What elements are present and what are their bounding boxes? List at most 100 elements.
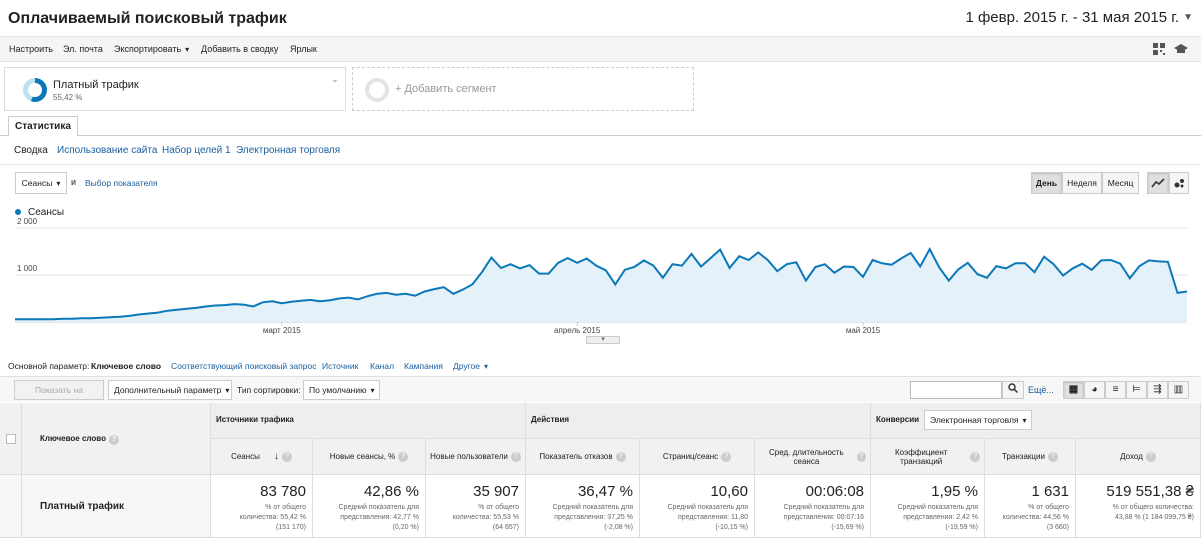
chevron-down-icon[interactable]: ⌄ <box>330 74 339 85</box>
sessions-line <box>15 246 1188 321</box>
subtab-summary[interactable]: Сводка <box>14 145 48 156</box>
metric-note: (151 170) <box>276 524 306 531</box>
shortcut-button[interactable]: Ярлык <box>290 44 317 54</box>
sessions-chart: Сеансы 2 000 1 000 март 2015 апрель 2015 ма… <box>15 207 1188 335</box>
line-chart-button[interactable] <box>1147 172 1169 194</box>
col-sessions-header[interactable]: Сеансы ↓? <box>211 439 313 475</box>
metric-note: (3 660) <box>1046 524 1069 531</box>
metric-note: % от общего <box>478 504 519 511</box>
email-button[interactable]: Эл. почта <box>63 44 103 54</box>
sort-type-select[interactable]: По умолчанию <box>303 380 380 400</box>
bar-view-icon[interactable]: ≡ <box>1105 381 1126 399</box>
subtab-ecommerce[interactable]: Электронная торговля <box>236 145 341 156</box>
week-button[interactable]: Неделя <box>1062 172 1102 194</box>
column-header-label: Показатель отказов <box>539 452 613 461</box>
metric-value: 36,47 % <box>577 483 633 500</box>
sort-type-label: Тип сортировки: <box>237 385 301 395</box>
col-new-users-cell: 35 907 % от общего количества: 55,53 % (64 … <box>426 475 526 538</box>
day-button[interactable]: День <box>1031 172 1062 194</box>
export-button[interactable]: Экспортировать <box>114 44 189 54</box>
search-button[interactable] <box>1002 381 1024 399</box>
help-icon[interactable]: ? <box>856 451 866 462</box>
line-chart-icon <box>1151 178 1165 188</box>
metric-note: количества: 55,42 % <box>239 514 306 521</box>
x-tick-label: март 2015 <box>263 326 301 335</box>
date-range-picker[interactable]: 1 февр. 2015 г. - 31 мая 2015 г. ▼ <box>965 9 1193 26</box>
help-icon[interactable]: ? <box>721 451 732 462</box>
help-icon[interactable]: ? <box>510 451 521 462</box>
metric-select[interactable]: Сеансы <box>15 172 67 194</box>
pivot-view-icon[interactable]: ▥ <box>1168 381 1189 399</box>
dimension-channel[interactable]: Канал <box>370 361 395 371</box>
search-icon <box>1008 383 1019 394</box>
help-icon[interactable]: ? <box>970 451 980 462</box>
x-tick-label: май 2015 <box>846 326 881 335</box>
dimension-source[interactable]: Источник <box>322 361 359 371</box>
customize-button[interactable]: Настроить <box>9 44 53 54</box>
chart-resize-handle[interactable]: ▾ <box>586 336 620 344</box>
legend-sessions: Сеансы <box>28 207 64 218</box>
metric-value: 10,60 <box>710 483 748 500</box>
help-icon[interactable]: ? <box>281 451 292 462</box>
col-transactions-cell: 1 631 % от общего количества: 44,56 % (3 66… <box>985 475 1076 538</box>
term-cloud-icon[interactable]: ⇶ <box>1147 381 1168 399</box>
select-metric-link[interactable]: Выбор показателя <box>85 178 158 188</box>
table-view-icon[interactable]: ▦ <box>1063 381 1084 399</box>
col-new-users-header[interactable]: Новые пользователи? <box>426 439 526 475</box>
metric-note: представления: 11,80 <box>677 514 748 521</box>
col-avg-session-duration-cell: 00:06:08 Средний показатель для представле… <box>755 475 871 538</box>
tab-statistics[interactable]: Статистика <box>8 116 78 137</box>
qr-icon[interactable] <box>1152 42 1166 56</box>
dimension-keyword: Ключевое слово <box>91 361 162 371</box>
help-icon[interactable]: ? <box>1047 451 1058 462</box>
col-revenue-header[interactable]: Доход? <box>1076 439 1201 475</box>
column-header-label: Сеансы <box>231 452 260 461</box>
select-all-checkbox[interactable] <box>6 434 16 444</box>
motion-chart-button[interactable] <box>1169 172 1189 194</box>
group-traffic-sources: Источники трафика <box>211 403 526 439</box>
metric-note: 43,88 % (1 184 099,75 ₴) <box>1114 514 1194 521</box>
compare-view-icon[interactable]: ⊨ <box>1126 381 1147 399</box>
col-bounce-rate-header[interactable]: Показатель отказов? <box>526 439 640 475</box>
segment-paid-traffic[interactable]: Платный трафик 55,42 % ⌄ <box>4 67 346 111</box>
pie-view-icon[interactable]: ◕ <box>1084 381 1105 399</box>
metric-note: представления: 42,77 % <box>340 514 419 521</box>
add-segment-box[interactable]: + Добавить сегмент <box>352 67 694 111</box>
metric-note: (-2,08 %) <box>604 524 633 531</box>
col-avg-session-duration-header[interactable]: Сред. длительность сеанса? <box>755 439 871 475</box>
dimension-campaign[interactable]: Кампания <box>404 361 443 371</box>
month-button[interactable]: Месяц <box>1102 172 1139 194</box>
conversion-type-select[interactable]: Электронная торговля <box>924 410 1032 430</box>
graduation-cap-icon[interactable] <box>1174 42 1188 56</box>
dimension-search-query[interactable]: Соответствующий поисковый запрос <box>171 361 317 371</box>
sessions-area <box>15 249 1187 322</box>
col-sessions-cell: 83 780 % от общего количества: 55,42 % (151… <box>211 475 313 538</box>
show-on-chart-button[interactable]: Показать на диаграмме <box>14 380 104 413</box>
metric-note: (-15,69 %) <box>831 524 864 531</box>
metric-note: Средний показатель для <box>667 504 749 511</box>
table-search-input[interactable] <box>910 381 1002 399</box>
dimension-other[interactable]: Другое <box>453 361 488 371</box>
secondary-dimension-select[interactable]: Дополнительный параметр <box>108 380 232 400</box>
metric-note: % от общего количества: <box>1112 504 1194 511</box>
col-new-sessions-pct-header[interactable]: Новые сеансы, %? <box>313 439 426 475</box>
add-to-dashboard-button[interactable]: Добавить в сводку <box>201 44 279 54</box>
help-icon[interactable]: ? <box>108 435 119 445</box>
col-transactions-header[interactable]: Транзакции? <box>985 439 1076 475</box>
col-transaction-rate-header[interactable]: Коэффициент транзакций? <box>871 439 985 475</box>
sort-arrow-icon: ↓ <box>273 451 279 462</box>
subtab-site-usage[interactable]: Использование сайта <box>57 145 158 156</box>
group-actions: Действия <box>526 403 871 439</box>
legend-marker <box>15 209 21 215</box>
keyword-column-header[interactable]: Ключевое слово? <box>22 403 211 475</box>
metric-note: (-10,15 %) <box>715 524 748 531</box>
col-pages-per-session-header[interactable]: Страниц/сеанс? <box>640 439 755 475</box>
help-icon[interactable]: ? <box>398 451 409 462</box>
advanced-filter-link[interactable]: Ещё... <box>1028 385 1054 395</box>
col-bounce-rate-cell: 36,47 % Средний показатель для представлен… <box>526 475 640 538</box>
subtab-goal-set[interactable]: Набор целей 1 <box>162 145 231 156</box>
help-icon[interactable]: ? <box>1145 451 1156 462</box>
help-icon[interactable]: ? <box>615 451 626 462</box>
group-conversions: Конверсии <box>871 403 1201 439</box>
metric-note: % от общего <box>1028 504 1069 511</box>
